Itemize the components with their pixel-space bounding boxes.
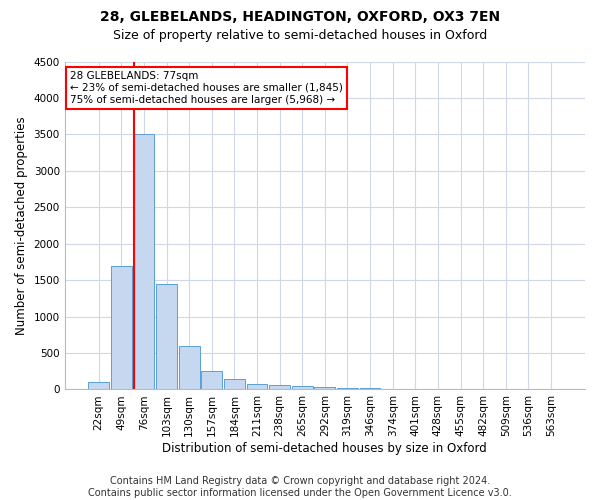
Text: 28 GLEBELANDS: 77sqm
← 23% of semi-detached houses are smaller (1,845)
75% of se: 28 GLEBELANDS: 77sqm ← 23% of semi-detac… (70, 72, 343, 104)
Bar (269, 384, 290, 390)
Bar (111, 266, 132, 390)
Text: Contains HM Land Registry data © Crown copyright and database right 2024.
Contai: Contains HM Land Registry data © Crown c… (88, 476, 512, 498)
X-axis label: Distribution of semi-detached houses by size in Oxford: Distribution of semi-detached houses by … (163, 442, 487, 455)
Y-axis label: Number of semi-detached properties: Number of semi-detached properties (15, 116, 28, 335)
Bar (247, 384, 268, 390)
Bar (314, 388, 335, 390)
Bar (359, 388, 380, 390)
Bar (224, 378, 245, 390)
Text: Size of property relative to semi-detached houses in Oxford: Size of property relative to semi-detach… (113, 29, 487, 42)
Bar (179, 346, 200, 390)
Bar (134, 134, 154, 390)
Bar (337, 388, 358, 390)
Bar (292, 386, 313, 390)
Text: 28, GLEBELANDS, HEADINGTON, OXFORD, OX3 7EN: 28, GLEBELANDS, HEADINGTON, OXFORD, OX3 … (100, 10, 500, 24)
Bar (156, 284, 177, 390)
Bar (202, 370, 222, 390)
Bar (88, 382, 109, 390)
Bar (382, 388, 403, 390)
